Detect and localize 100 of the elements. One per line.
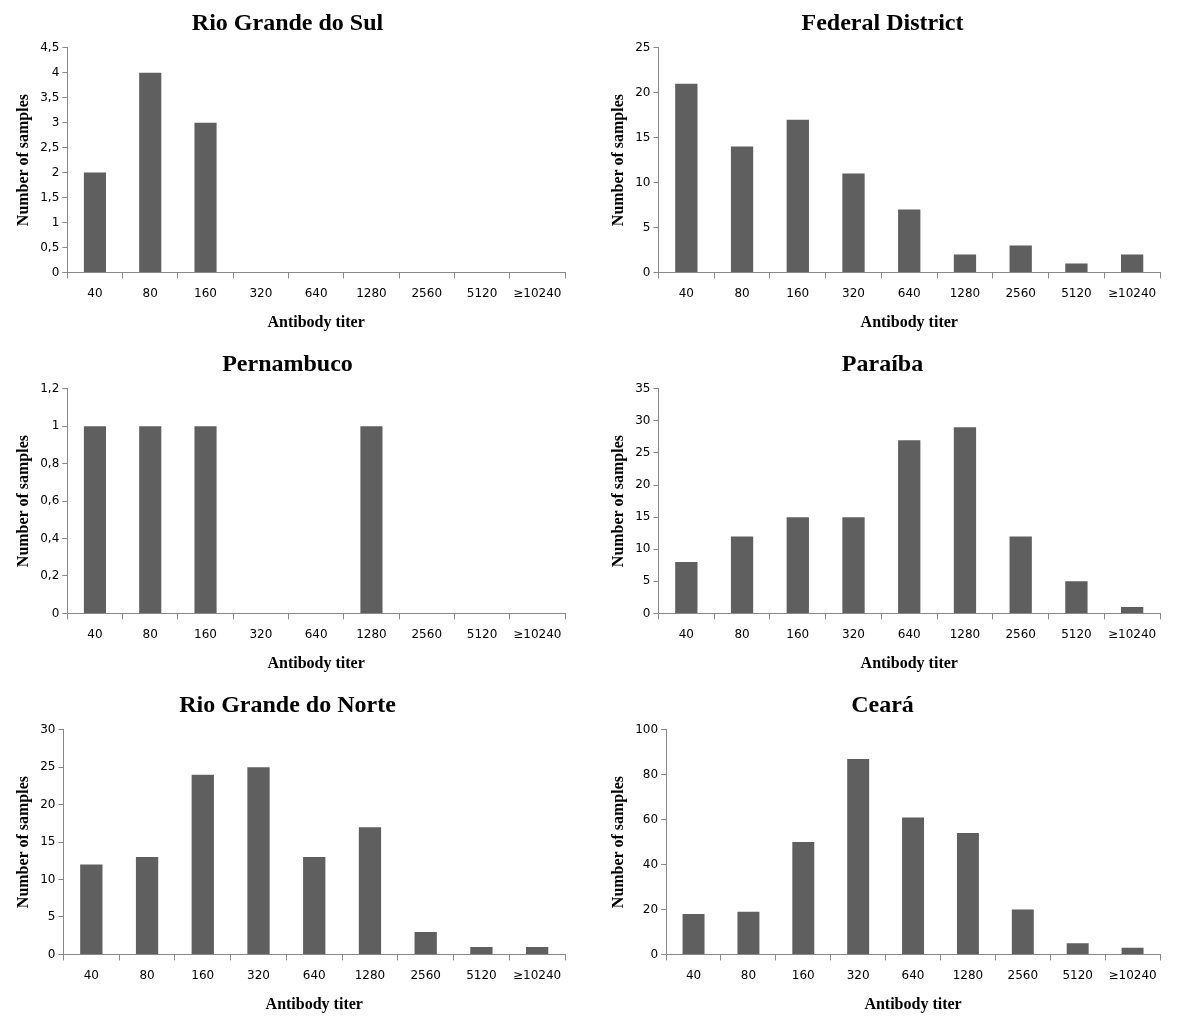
y-tick-label: 4,5 [40, 39, 60, 54]
bar [1065, 263, 1088, 272]
x-tick-label: 2560 [410, 967, 441, 982]
x-tick-label: 5120 [466, 967, 497, 982]
bar [414, 931, 437, 954]
x-tick-label: 640 [901, 967, 925, 982]
y-tick-label: 5 [47, 909, 56, 924]
x-tick-label: 160 [191, 967, 215, 982]
y-tick-label: 2,5 [40, 139, 60, 154]
y-tick-label: 2 [51, 164, 60, 179]
x-tick-label: 320 [249, 626, 273, 641]
bar [730, 536, 754, 613]
y-tick-label: 5 [642, 219, 651, 234]
y-tick-label: 20 [635, 84, 651, 99]
y-tick-label: 25 [635, 39, 651, 54]
x-axis-title: Antibody titer [265, 994, 363, 1013]
y-tick-label: 20 [40, 796, 56, 811]
x-tick-label: ≥10240 [513, 626, 562, 641]
bar [191, 774, 214, 954]
y-tick-label: 0,6 [40, 493, 60, 508]
x-tick-label: 40 [87, 626, 103, 641]
bar [80, 864, 103, 954]
x-tick-label: 640 [897, 626, 921, 641]
y-tick-label: 0 [642, 264, 651, 279]
x-tick-label: 640 [897, 285, 921, 300]
x-axis-title: Antibody titer [860, 653, 958, 672]
x-tick-label: 320 [842, 626, 865, 641]
x-tick-label: 2560 [411, 626, 443, 641]
x-tick-label: 40 [678, 626, 694, 641]
bar [898, 209, 921, 272]
chart-title: Paraíba [841, 349, 924, 376]
y-tick-label: 25 [40, 759, 56, 774]
x-tick-label: 320 [842, 285, 865, 300]
x-axis-title: Antibody titer [860, 312, 958, 331]
x-tick-label: 2560 [1005, 285, 1036, 300]
y-tick-label: 5 [642, 573, 651, 588]
x-tick-label: 640 [304, 626, 328, 641]
y-tick-label: 1 [51, 214, 60, 229]
y-tick-label: 0 [650, 946, 659, 961]
bar [737, 911, 760, 954]
bar [1066, 943, 1089, 954]
y-tick-label: 35 [635, 380, 651, 395]
x-tick-label: 40 [83, 967, 99, 982]
x-tick-label: 80 [734, 626, 750, 641]
y-tick-label: 30 [635, 413, 651, 428]
chart-title: Rio Grande do Sul [191, 8, 384, 35]
y-tick-label: 4 [51, 64, 60, 79]
bar [194, 122, 217, 272]
x-tick-label: 1280 [354, 967, 386, 982]
bar [247, 767, 270, 954]
x-tick-label: 2560 [411, 285, 443, 300]
bar [1011, 909, 1034, 954]
x-tick-label: 1280 [952, 967, 984, 982]
x-tick-label: ≥10240 [1108, 967, 1157, 982]
y-tick-label: 0,8 [40, 455, 60, 470]
y-axis-title: Number of samples [13, 435, 32, 568]
bar [847, 759, 870, 954]
y-tick-label: 0 [47, 946, 56, 961]
bar [792, 842, 815, 954]
x-tick-label: 80 [142, 285, 158, 300]
y-tick-label: 1,5 [40, 189, 60, 204]
bar [786, 517, 809, 613]
y-tick-label: 40 [642, 856, 659, 871]
x-tick-label: 640 [304, 285, 328, 300]
x-tick-label: 1280 [949, 285, 981, 300]
x-tick-label: 2560 [1005, 626, 1036, 641]
y-tick-label: 15 [635, 129, 651, 144]
y-tick-label: 1,2 [40, 380, 60, 395]
y-tick-label: 0,5 [40, 239, 60, 254]
bar [842, 517, 865, 613]
x-tick-label: 80 [139, 967, 155, 982]
x-tick-label: 80 [740, 967, 757, 982]
chart-title: Rio Grande do Norte [179, 690, 397, 717]
chart-title: Ceará [851, 690, 914, 717]
y-tick-label: 20 [642, 901, 659, 916]
x-tick-label: 160 [194, 285, 217, 300]
x-tick-label: 320 [846, 967, 870, 982]
y-tick-label: 15 [635, 509, 651, 524]
y-tick-label: 0,2 [40, 568, 60, 583]
bar [682, 913, 705, 954]
x-tick-label: 160 [194, 626, 217, 641]
x-tick-label: ≥10240 [513, 967, 562, 982]
x-tick-label: 1280 [356, 626, 387, 641]
bar [470, 946, 493, 954]
chart-title: Federal District [801, 8, 964, 35]
bar [730, 146, 754, 272]
chart-title: Pernambuco [222, 349, 353, 376]
y-tick-label: 0,4 [40, 530, 60, 545]
bar [1009, 536, 1032, 613]
y-axis-title: Number of samples [608, 94, 627, 227]
y-tick-label: 10 [635, 174, 651, 189]
x-tick-label: 640 [302, 967, 326, 982]
x-tick-label: 1280 [356, 285, 387, 300]
bar [842, 173, 865, 272]
x-tick-label: 2560 [1007, 967, 1039, 982]
x-tick-label: 320 [247, 967, 270, 982]
bar [953, 427, 977, 613]
bar [139, 72, 162, 272]
bar [1120, 606, 1144, 613]
y-tick-label: 0 [51, 605, 60, 620]
